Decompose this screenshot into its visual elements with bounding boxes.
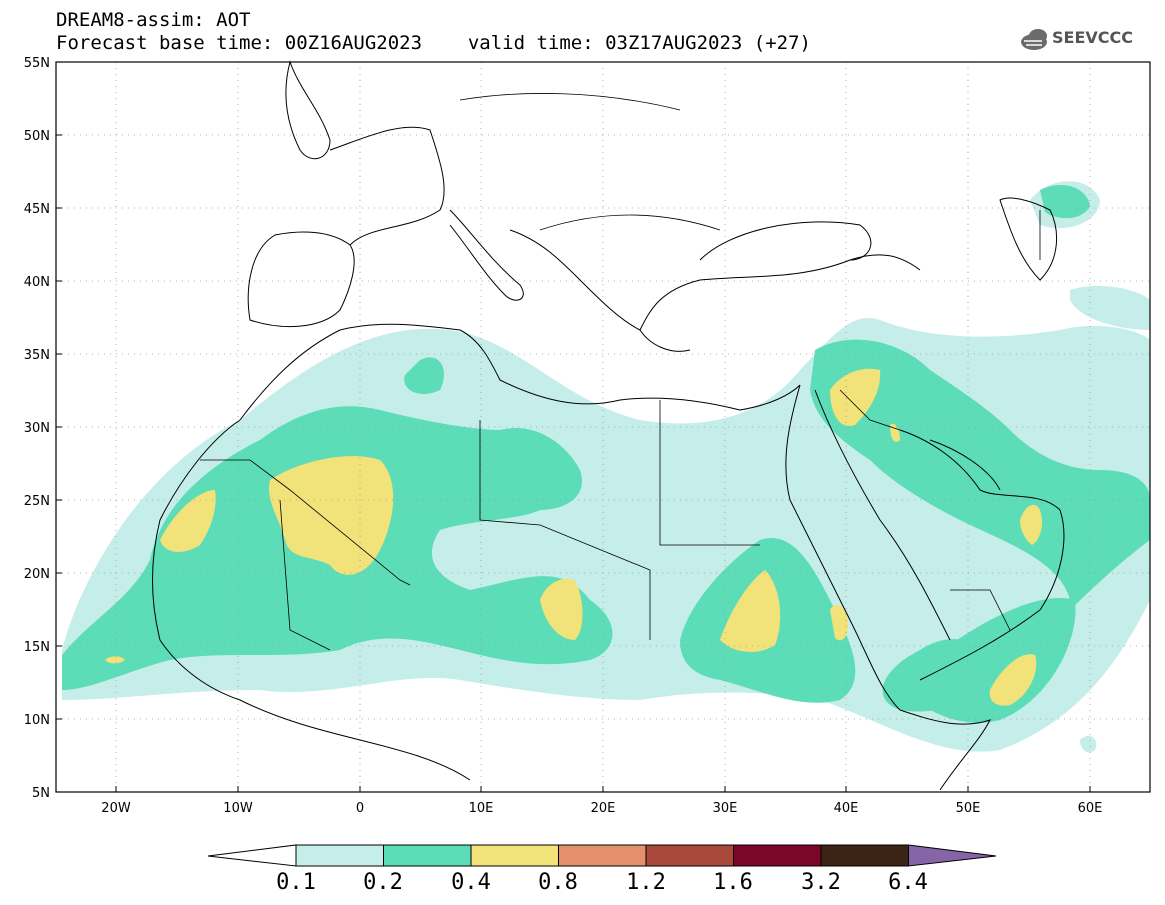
colorbar-high-arrow [908,844,997,867]
colorbar [207,844,997,867]
map-title: DREAM8-assim: AOT [56,9,251,31]
valid-time: valid time: 03Z17AUG2023 (+27) [467,32,811,54]
lat-label: 55N [24,56,50,71]
forecast-base-time: Forecast base time: 00Z16AUG2023 [56,32,423,54]
colorbar-segment [295,844,384,867]
colorbar-segment [558,844,647,867]
colorbar-label: 0.1 [276,870,316,895]
colorbar-low-arrow [207,844,297,867]
lat-label: 35N [24,348,50,363]
lon-label: 0 [356,801,364,816]
lat-label: 10N [24,713,50,728]
lon-label: 20W [101,801,131,816]
aerosol-field [62,181,1150,753]
colorbar-label: 6.4 [888,870,928,895]
colorbar-label: 3.2 [801,870,841,895]
colorbar-segment [645,844,734,867]
lat-label: 30N [24,421,50,436]
cloud-icon [1021,29,1047,50]
lon-label: 40E [834,801,859,816]
logo-text: SEEVCCC [1052,28,1133,47]
lon-label: 20E [591,801,616,816]
seevccc-logo [1021,29,1047,50]
colorbar-segment [383,844,472,867]
colorbar-segment [733,844,822,867]
lon-label: 60E [1078,801,1103,816]
lat-label: 25N [24,494,50,509]
colorbar-segment [820,844,909,867]
lon-label: 50E [956,801,981,816]
lat-label: 45N [24,202,50,217]
lon-label: 10W [223,801,253,816]
lat-label: 50N [24,129,50,144]
lat-label: 15N [24,640,50,655]
tick-marks [56,61,1091,793]
graticule [56,62,1150,792]
forecast-times: Forecast base time: 00Z16AUG2023 valid t… [56,33,811,53]
colorbar-label: 1.6 [713,870,753,895]
colorbar-segment [470,844,559,867]
lat-label: 40N [24,275,50,290]
colorbar-label: 0.2 [363,870,403,895]
colorbar-label: 0.8 [538,870,578,895]
lon-label: 30E [713,801,738,816]
lat-label: 5N [32,786,50,801]
coastlines [152,60,1065,791]
colorbar-label: 0.4 [451,870,491,895]
lon-label: 10E [469,801,494,816]
lat-label: 20N [24,567,50,582]
colorbar-label: 1.2 [626,870,666,895]
